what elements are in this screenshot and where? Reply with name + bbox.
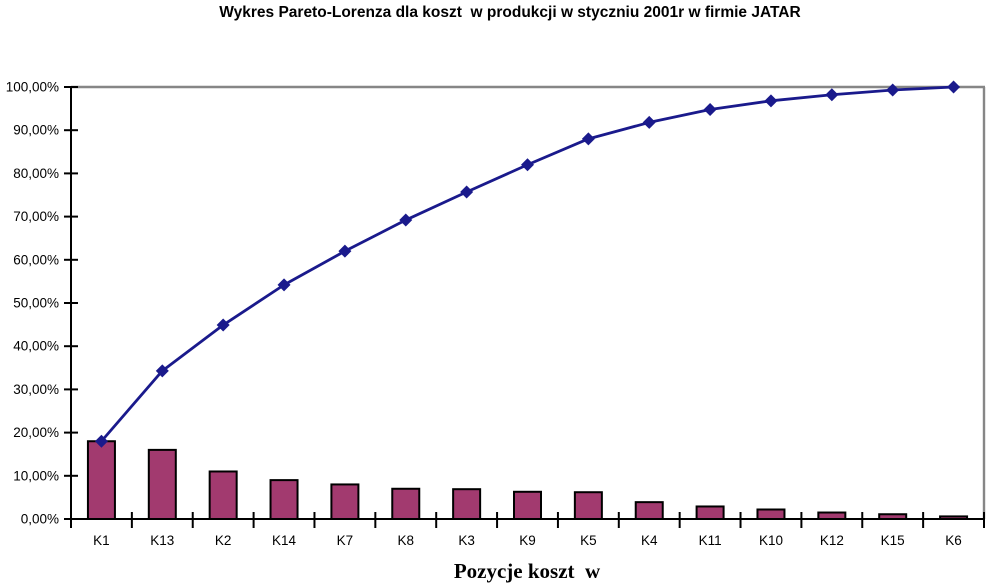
bar-K8 [391, 487, 421, 521]
x-tick-label-K11: K11 [699, 533, 722, 548]
y-tick-label: 50,00% [13, 296, 59, 311]
x-tick-label-K13: K13 [150, 533, 174, 548]
bar-K9 [513, 490, 542, 520]
y-tick-label: 80,00% [13, 166, 59, 181]
y-tick-label: 10,00% [13, 468, 59, 483]
diamond-marker-K8 [399, 213, 413, 227]
x-tick-label-K1: K1 [93, 533, 110, 548]
diamond-marker-K13 [155, 364, 169, 378]
diamond-marker-K11 [703, 102, 717, 116]
bar-K14 [269, 479, 299, 520]
y-tick-label: 70,00% [13, 209, 59, 224]
cumulative-line [100, 85, 955, 443]
diamond-marker-K6 [947, 80, 961, 94]
diamond-marker-K10 [764, 94, 778, 108]
x-tick-label-K14: K14 [272, 533, 297, 548]
bar-series [86, 440, 969, 521]
x-tick-label-K7: K7 [337, 533, 354, 548]
x-tick-label-K10: K10 [759, 533, 783, 548]
y-tick-label: 0,00% [21, 512, 59, 527]
x-axis-title: Pozycje koszt w [454, 559, 601, 583]
chart-title: Wykres Pareto-Lorenza dla koszt w produk… [219, 4, 800, 21]
diamond-marker-K2 [216, 318, 230, 332]
x-tick-label-K3: K3 [458, 533, 475, 548]
bar-K2 [208, 470, 238, 521]
diamond-marker-K9 [521, 158, 534, 172]
y-tick-label: 100,00% [6, 80, 59, 95]
plot-border [71, 85, 986, 519]
diamond-marker-K12 [825, 88, 839, 102]
x-tick-label-K12: K12 [820, 533, 844, 548]
bar-K4 [634, 501, 664, 521]
diamond-marker-K1 [94, 434, 108, 448]
y-tick-label: 90,00% [13, 123, 59, 138]
y-tick-label: 20,00% [13, 425, 59, 440]
bar-K13 [147, 448, 177, 521]
bar-K1 [86, 440, 116, 520]
bar-K3 [452, 488, 482, 520]
x-tick-label-K8: K8 [398, 533, 415, 548]
x-tick-label-K4: K4 [641, 533, 658, 548]
x-tick-label-K5: K5 [580, 533, 597, 548]
bar-K11 [695, 505, 725, 520]
diamond-marker-K4 [642, 115, 656, 129]
bar-K10 [756, 508, 786, 521]
cumulative-line-series [94, 80, 961, 448]
diamond-marker-K15 [886, 83, 900, 97]
y-tick-label: 30,00% [13, 382, 59, 397]
diamond-marker-K7 [338, 244, 352, 258]
diamond-marker-K14 [277, 278, 291, 292]
y-axis-tick-labels: 0,00% 10,00% 20,00% 30,00% 40,00% 50,00% 60,00… [6, 80, 59, 527]
x-tick-label-K2: K2 [215, 533, 232, 548]
x-tick-label-K9: K9 [519, 533, 536, 548]
y-tick-label: 40,00% [13, 339, 59, 354]
x-tick-label-K15: K15 [881, 533, 905, 548]
x-axis-tick-labels: K1 K13 K2 K14 K7 K8 K3 K9 K5 K4 K11 K10 K12 K15 K6 [93, 533, 962, 548]
bar-K5 [573, 491, 603, 521]
axes [64, 86, 985, 528]
diamond-marker-K3 [460, 185, 474, 199]
bar-K7 [330, 483, 360, 521]
y-tick-label: 60,00% [13, 252, 59, 267]
diamond-marker-K5 [581, 132, 595, 146]
x-tick-label-K6: K6 [945, 533, 962, 548]
